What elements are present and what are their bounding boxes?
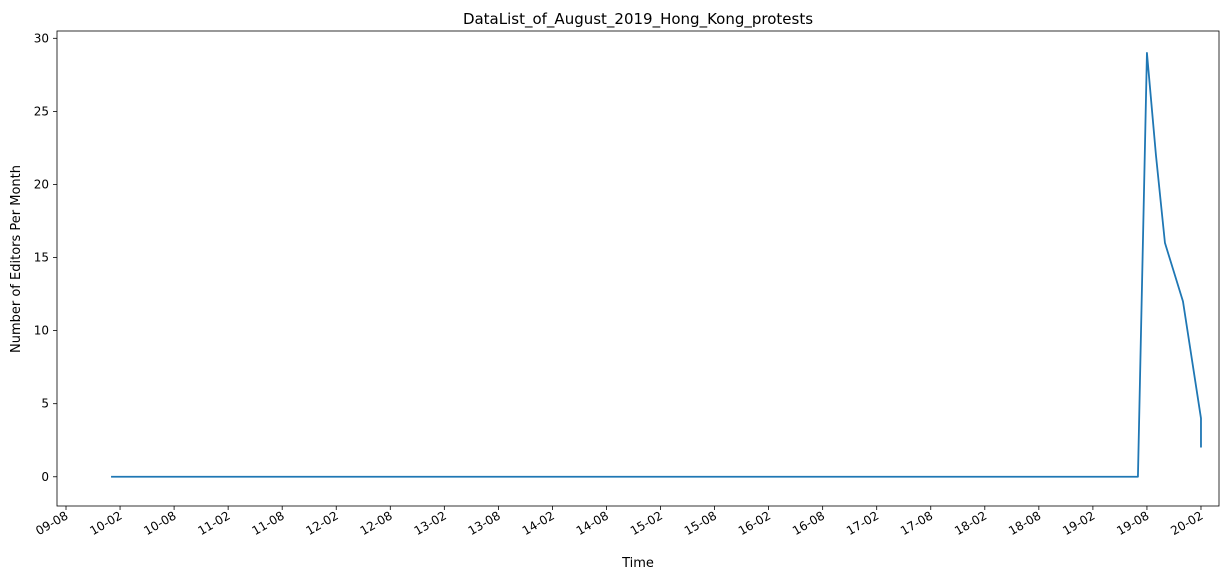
y-tick-label: 5 bbox=[41, 397, 49, 411]
x-axis-title: Time bbox=[621, 556, 654, 571]
y-tick-label: 0 bbox=[41, 470, 49, 484]
y-tick-label: 15 bbox=[34, 251, 49, 265]
y-axis-title: Number of Editors Per Month bbox=[9, 165, 24, 353]
series-line bbox=[111, 52, 1202, 478]
y-tick-label: 20 bbox=[34, 177, 49, 191]
y-tick-label: 25 bbox=[34, 104, 49, 118]
y-tick-label: 30 bbox=[34, 31, 49, 45]
y-tick-label: 10 bbox=[34, 324, 49, 338]
chart-title: DataList_of_August_2019_Hong_Kong_protes… bbox=[463, 10, 813, 29]
axes-frame bbox=[56, 30, 1220, 507]
